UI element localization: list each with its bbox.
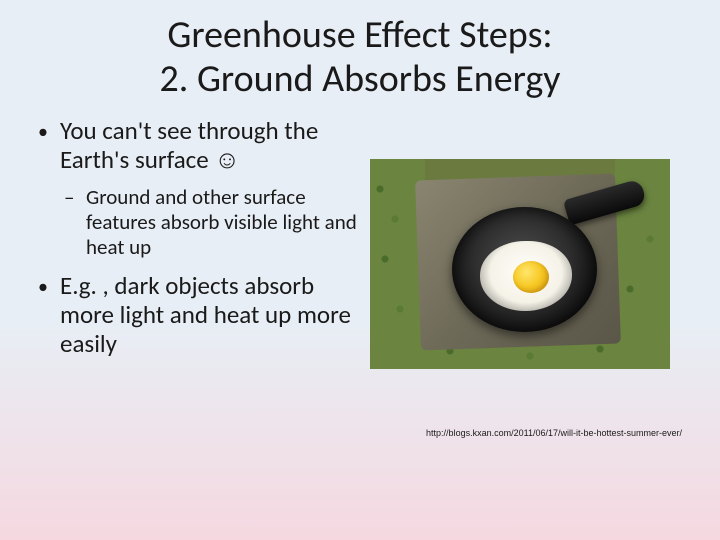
bullet-text: E.g. , dark objects absorb more light an…	[60, 272, 370, 358]
bullet-text: You can't see through the Earth's surfac…	[60, 117, 370, 175]
image-credit: http://blogs.kxan.com/2011/06/17/will-it…	[426, 428, 682, 438]
slide-title: Greenhouse Effect Steps: 2. Ground Absor…	[0, 0, 720, 101]
bullet-marker: •	[38, 117, 60, 175]
bullet-level-1: • E.g. , dark objects absorb more light …	[38, 272, 370, 358]
text-column: • You can't see through the Earth's surf…	[0, 117, 370, 369]
content-area: • You can't see through the Earth's surf…	[0, 101, 720, 369]
image-column	[370, 117, 685, 369]
frying-egg-photo	[370, 159, 670, 369]
bullet-level-1: • You can't see through the Earth's surf…	[38, 117, 370, 175]
bullet-level-2: – Ground and other surface features abso…	[64, 185, 370, 261]
bullet-marker: •	[38, 272, 60, 358]
bullet-marker: –	[64, 185, 86, 261]
title-line-2: 2. Ground Absorbs Energy	[160, 56, 561, 102]
title-line-1: Greenhouse Effect Steps:	[167, 12, 552, 58]
bullet-text: Ground and other surface features absorb…	[86, 185, 370, 261]
